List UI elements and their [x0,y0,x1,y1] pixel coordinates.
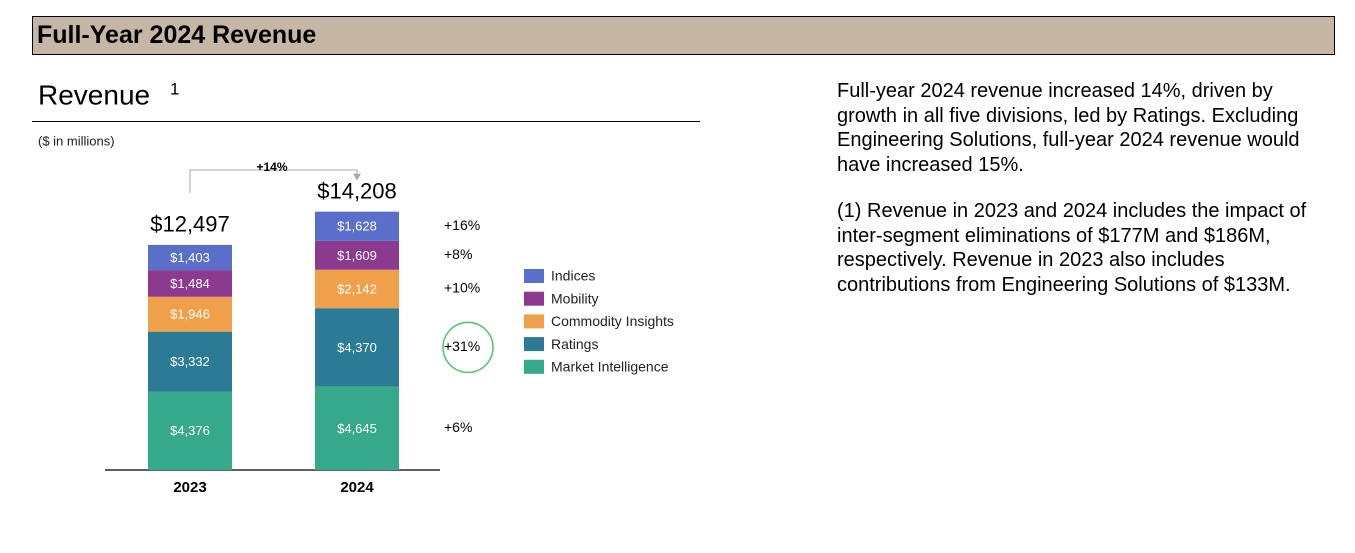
total-label: $12,497 [150,212,230,237]
commentary: Full-year 2024 revenue increased 14%, dr… [837,79,1337,319]
legend-label: Indices [551,268,595,284]
data-label: $1,946 [170,307,210,322]
data-label: $4,376 [170,423,210,438]
bar-segment [315,308,399,387]
legend-label: Market Intelligence [551,359,669,375]
change-label: +6% [444,419,472,435]
bar-segment [148,296,232,332]
paragraph: (1) Revenue in 2023 and 2024 includes th… [837,200,1307,296]
legend-swatch [524,269,544,283]
x-tick-label: 2023 [173,479,206,496]
growth-label: +14% [256,160,287,174]
bar-segment [148,270,232,297]
bar-segment [148,331,232,392]
legend-swatch [524,359,544,374]
change-label: +10% [444,280,480,296]
change-label: +16% [444,217,480,233]
bar-segment [148,391,232,470]
data-label: $4,370 [337,340,377,355]
data-label: $1,628 [337,219,377,234]
paragraph: Full-year 2024 revenue increased 14%, dr… [837,80,1300,176]
data-label: $4,645 [337,421,377,436]
legend-swatch [524,314,544,329]
chart-subtitle: ($ in millions) [38,133,115,148]
chart-title: Revenue [38,79,150,110]
total-label: $14,208 [317,178,397,203]
legend-swatch [524,291,544,306]
bar-segment [315,269,399,309]
arrow-head [353,173,361,181]
data-label: $3,332 [170,354,210,369]
header: Full-Year 2024 Revenue [32,16,1335,55]
change-label: +31% [444,338,480,354]
legend-label: Commodity Insights [551,313,674,329]
x-tick-label: 2024 [340,479,374,496]
legend-label: Ratings [551,336,598,352]
change-label: +8% [444,246,472,262]
bar-segment [148,244,232,271]
data-label: $1,403 [170,250,210,265]
bar-segment [315,211,399,241]
chart: Revenue 1 ($ in millions) 2023 $4,376 $3,3… [32,79,700,496]
bar-segment [315,386,399,470]
data-label: $2,142 [337,281,377,296]
title-note: 1 [170,79,179,98]
bar-segment [315,240,399,270]
data-label: $1,484 [170,276,210,291]
legend-label: Mobility [551,290,598,306]
highlight-circle [442,321,494,374]
growth-arrow [189,169,358,193]
data-label: $1,609 [337,248,377,263]
legend-swatch [524,337,544,352]
